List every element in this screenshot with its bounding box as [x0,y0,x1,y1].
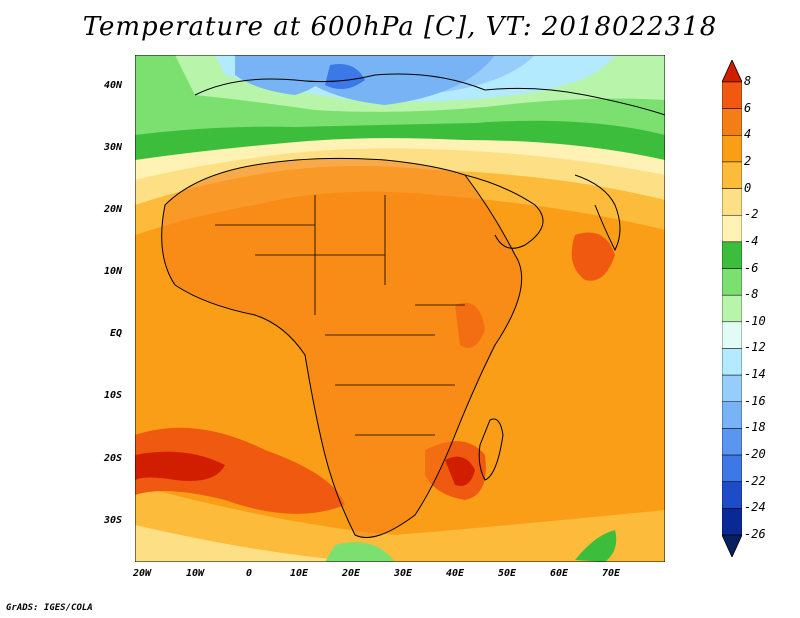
colorbar-segment [722,81,742,109]
colorbar-segment [722,401,742,429]
lon-label-10w: 10W [186,568,205,579]
lat-label-eq: EQ [110,328,123,339]
lon-label-40e: 40E [446,568,465,579]
colorbar-segment [722,294,742,323]
colorbar-segment [722,161,742,189]
colorbar-tick-label: -14 [744,367,766,382]
africa-coastline [161,157,523,538]
colorbar-segment [722,508,742,536]
colorbar-segment [722,188,742,216]
colorbar-segment [722,268,742,296]
colorbar-segment [722,374,742,403]
lat-label-40n: 40N [104,80,123,91]
lat-label-30n: 30N [104,142,123,153]
lon-label-0: 0 [246,568,253,579]
colorbar-tick-label: -20 [744,447,766,462]
lat-label-20n: 20N [104,204,123,215]
credit-text: GrADS: IGES/COLA [6,603,93,613]
colorbar-tick-label: 0 [744,180,752,195]
madagascar-coastline [478,418,504,481]
colorbar-tick-label: 4 [744,127,752,142]
colorbar-segment [722,454,742,482]
colorbar-segment [722,481,742,509]
lon-label-50e: 50E [498,568,517,579]
lat-label-10s: 10S [104,390,123,401]
colorbar-tick-label: 6 [744,100,752,115]
map-title: Temperature at 600hPa [C], VT: 201802231… [82,12,718,42]
colorbar-top-arrow [722,60,742,83]
colorbar-tick-label: -2 [744,207,759,222]
lon-label-30e: 30E [394,568,413,579]
colorbar-tick-label: -8 [744,287,759,302]
colorbar-tick-label: -10 [744,313,766,328]
lat-label-20s: 20S [104,453,123,464]
colorbar-tick-label: -6 [744,260,759,275]
colorbar [722,60,742,557]
lon-label-20w: 20W [133,568,152,579]
colorbar-tick-label: -22 [744,473,766,488]
lon-label-10e: 10E [290,568,309,579]
colorbar-segment [722,214,742,243]
lat-label-10n: 10N [104,266,123,277]
colorbar-tick-label: 8 [744,74,752,88]
colorbar-tick-label: -18 [744,420,766,435]
colorbar-bottom-arrow [722,534,742,557]
lon-label-60e: 60E [550,568,569,579]
colorbar-tick-label: 2 [744,153,752,168]
colorbar-segment [722,348,742,376]
colorbar-tick-label: -26 [744,527,766,541]
lat-label-30s: 30S [104,515,123,526]
colorbar-segment [722,241,742,269]
colorbar-tick-label: -16 [744,393,766,408]
temperature-map [135,55,665,562]
colorbar-segment [722,428,742,456]
lon-label-70e: 70E [602,568,621,579]
africa-land [161,158,522,538]
lon-label-20e: 20E [342,568,361,579]
colorbar-tick-label: -4 [744,233,759,248]
colorbar-segment [722,321,742,349]
colorbar-tick-label: -12 [744,340,766,355]
colorbar-segment [722,135,742,163]
colorbar-segment [722,108,742,136]
colorbar-tick-label: -24 [744,500,766,515]
country-borders [215,195,465,436]
